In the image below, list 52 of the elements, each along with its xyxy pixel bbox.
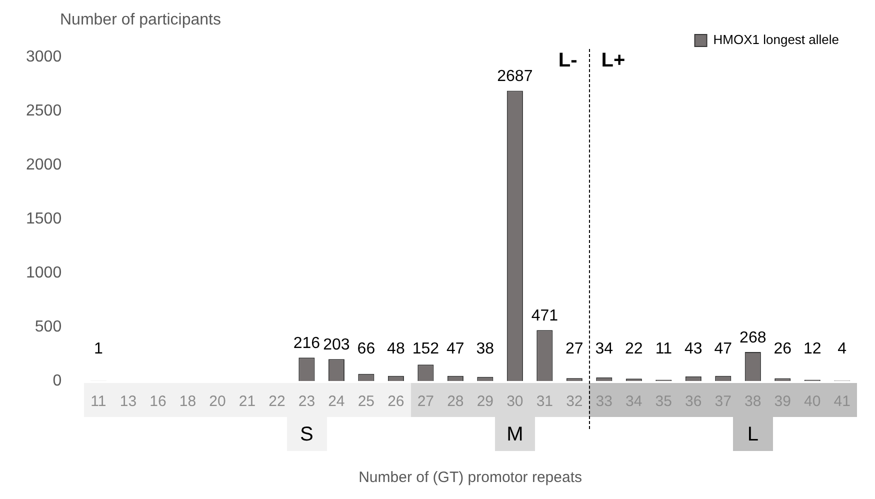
y-tick-label: 2500: [26, 102, 62, 120]
x-tick-label: 28: [447, 393, 464, 410]
x-tick-label: 13: [120, 393, 137, 410]
text: L: [747, 424, 758, 446]
annotation: L-: [558, 50, 578, 72]
legend-label: HMOX1 longest allele: [713, 32, 840, 48]
x-tick-label: 30: [506, 393, 524, 410]
data-label: 27: [566, 340, 584, 358]
data-label: 152: [412, 340, 440, 358]
y-tick-label: 500: [34, 318, 62, 336]
text: M: [506, 424, 524, 446]
data-label: 43: [684, 340, 702, 358]
y-axis-title: Number of participants: [60, 11, 221, 28]
x-tick-label: 22: [268, 393, 286, 410]
data-label: 66: [357, 340, 376, 358]
y-tick-label: 2000: [26, 156, 62, 174]
data-label: 2687: [497, 68, 533, 86]
y-tick-label: 1000: [26, 264, 62, 282]
y-tick-label: 1500: [26, 210, 62, 228]
data-label: 1: [94, 340, 104, 358]
data-label: 22: [625, 340, 643, 358]
x-tick-label: 31: [536, 393, 554, 410]
data-label: 471: [531, 308, 558, 325]
data-label: 216: [293, 335, 320, 352]
data-label: 48: [387, 340, 405, 358]
x-tick-label: 11: [90, 393, 106, 410]
x-tick-label: 21: [238, 393, 256, 410]
data-label: 34: [595, 340, 614, 358]
x-tick-label: 23: [298, 393, 316, 410]
data-label: 11: [655, 340, 672, 358]
data-label: 203: [323, 336, 350, 354]
data-label: 26: [774, 340, 792, 358]
data-label: 38: [476, 340, 494, 358]
text: S: [300, 424, 314, 446]
data-label: 268: [740, 329, 766, 346]
data-label: 4: [838, 340, 847, 358]
annotation: L+: [601, 50, 626, 72]
data-label: 47: [714, 340, 732, 358]
x-tick-label: 25: [358, 393, 375, 410]
x-tick-label: 24: [328, 393, 345, 410]
x-tick-label: 16: [150, 393, 166, 410]
data-label: 12: [803, 340, 822, 358]
y-tick-label: 0: [52, 372, 62, 390]
data-label: 47: [446, 340, 464, 358]
x-tick-label: 27: [417, 393, 434, 410]
x-tick-label: 29: [476, 393, 494, 410]
y-tick-label: 3000: [26, 48, 62, 66]
x-tick-label: 32: [566, 393, 583, 410]
x-axis-title: Number of (GT) promotor repeats: [358, 469, 582, 486]
x-tick-label: 20: [209, 393, 226, 410]
x-tick-label: 18: [179, 393, 196, 410]
x-tick-label: 26: [388, 393, 404, 410]
